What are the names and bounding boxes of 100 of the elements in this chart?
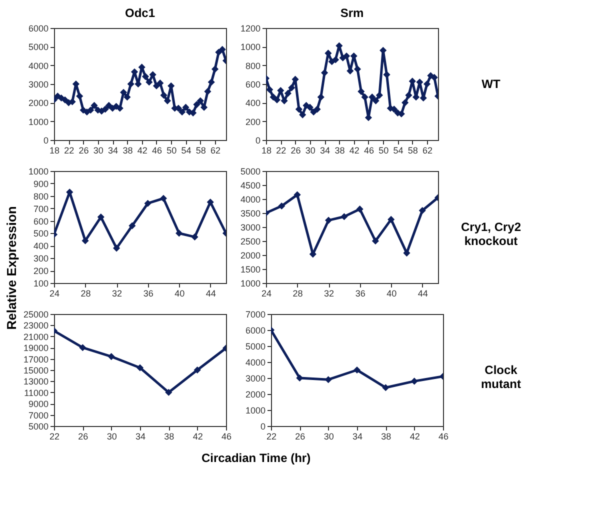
point bbox=[273, 96, 281, 104]
point bbox=[321, 69, 328, 76]
point bbox=[296, 374, 304, 382]
point bbox=[314, 106, 321, 113]
y-tick-label: 25000 bbox=[23, 310, 48, 320]
y-tick-label: 2000 bbox=[240, 250, 260, 260]
y-tick-label: 800 bbox=[245, 60, 260, 71]
point bbox=[76, 92, 84, 100]
point bbox=[206, 198, 214, 206]
x-tick-label: 24 bbox=[261, 288, 272, 298]
point bbox=[190, 109, 197, 116]
y-tick-label: 6000 bbox=[245, 326, 266, 336]
y-tick-label: 4000 bbox=[240, 194, 260, 204]
y-tick-label: 600 bbox=[33, 216, 48, 226]
x-tick-label: 46 bbox=[438, 432, 449, 442]
x-tick-label: 28 bbox=[80, 288, 91, 298]
y-tick-label: 1000 bbox=[240, 42, 260, 52]
x-tick-label: 62 bbox=[210, 146, 221, 156]
x-tick-label: 36 bbox=[355, 288, 366, 298]
y-tick-label: 800 bbox=[33, 191, 48, 202]
y-tick-label: 4000 bbox=[28, 60, 48, 71]
point bbox=[288, 84, 296, 92]
x-tick-label: 44 bbox=[418, 288, 428, 298]
y-tick-label: 1200 bbox=[240, 24, 260, 34]
x-tick-label: 50 bbox=[166, 146, 177, 156]
x-tick-label: 30 bbox=[305, 146, 316, 156]
point bbox=[90, 102, 98, 110]
point bbox=[410, 378, 418, 385]
y-tick-label: 6000 bbox=[28, 24, 48, 34]
y-tick-label: 4000 bbox=[245, 358, 266, 368]
y-tick-label: 3000 bbox=[245, 374, 266, 384]
x-tick-label: 40 bbox=[386, 288, 397, 298]
point bbox=[82, 237, 89, 244]
x-tick-label: 34 bbox=[352, 432, 363, 442]
y-tick-label: 5000 bbox=[28, 422, 48, 432]
point bbox=[294, 191, 301, 198]
x-tick-label: 42 bbox=[349, 146, 360, 156]
x-tick-label: 34 bbox=[320, 146, 330, 156]
x-tick-label: 22 bbox=[64, 146, 74, 156]
point bbox=[280, 97, 288, 104]
y-tick-label: 3000 bbox=[28, 80, 48, 90]
x-tick-label: 42 bbox=[192, 432, 203, 442]
y-tick-label: 2000 bbox=[245, 390, 266, 400]
point bbox=[356, 206, 364, 213]
point bbox=[402, 99, 409, 106]
y-tick-label: 500 bbox=[33, 228, 48, 239]
point bbox=[390, 106, 398, 113]
point bbox=[178, 108, 186, 116]
point bbox=[383, 71, 390, 78]
y-tick-label: 600 bbox=[245, 80, 260, 90]
y-tick-label: 19000 bbox=[23, 343, 48, 354]
point bbox=[176, 230, 183, 237]
y-tick-label: 3000 bbox=[240, 222, 260, 232]
point bbox=[278, 202, 286, 210]
point bbox=[136, 364, 144, 372]
x-tick-label: 54 bbox=[393, 146, 404, 156]
point bbox=[299, 111, 306, 118]
point bbox=[340, 213, 348, 220]
y-tick-label: 700 bbox=[33, 204, 48, 214]
x-tick-label: 42 bbox=[137, 146, 148, 156]
point bbox=[325, 216, 332, 224]
point bbox=[182, 104, 190, 111]
point bbox=[152, 82, 160, 90]
x-tick-label: 30 bbox=[93, 146, 104, 156]
point bbox=[79, 344, 86, 352]
y-tick-label: 2500 bbox=[240, 236, 260, 246]
text: Cry1, Cry2 knockout bbox=[460, 220, 522, 248]
point bbox=[105, 102, 112, 110]
point bbox=[361, 94, 368, 101]
y-tick-label: 1500 bbox=[240, 264, 260, 274]
y-tick-label: 7000 bbox=[245, 310, 266, 320]
text: WT bbox=[482, 77, 501, 91]
x-tick-label: 34 bbox=[135, 432, 146, 442]
y-tick-label: 5000 bbox=[28, 42, 48, 52]
x-tick-label: 38 bbox=[381, 432, 392, 442]
point bbox=[353, 366, 361, 374]
point bbox=[295, 106, 302, 113]
point bbox=[372, 237, 379, 245]
x-tick-label: 46 bbox=[221, 432, 232, 442]
point bbox=[388, 216, 395, 223]
chart-title: Srm bbox=[340, 6, 364, 20]
point bbox=[332, 56, 340, 64]
x-tick-label: 22 bbox=[49, 432, 60, 442]
point bbox=[144, 200, 152, 207]
y-tick-label: 0 bbox=[260, 422, 266, 432]
point bbox=[317, 94, 324, 101]
x-tick-label: 32 bbox=[112, 288, 122, 298]
point bbox=[116, 104, 124, 112]
x-tick-label: 28 bbox=[292, 288, 303, 298]
point bbox=[382, 384, 390, 392]
point bbox=[160, 92, 168, 99]
point bbox=[418, 206, 426, 214]
chart-title: Odc1 bbox=[124, 6, 156, 20]
x-tick-label: 32 bbox=[324, 288, 334, 298]
x-tick-label: 40 bbox=[174, 288, 185, 298]
x-tick-label: 38 bbox=[164, 432, 174, 442]
point bbox=[97, 214, 104, 221]
point bbox=[204, 88, 212, 96]
point bbox=[208, 78, 215, 86]
y-tick-label: 200 bbox=[245, 116, 260, 127]
